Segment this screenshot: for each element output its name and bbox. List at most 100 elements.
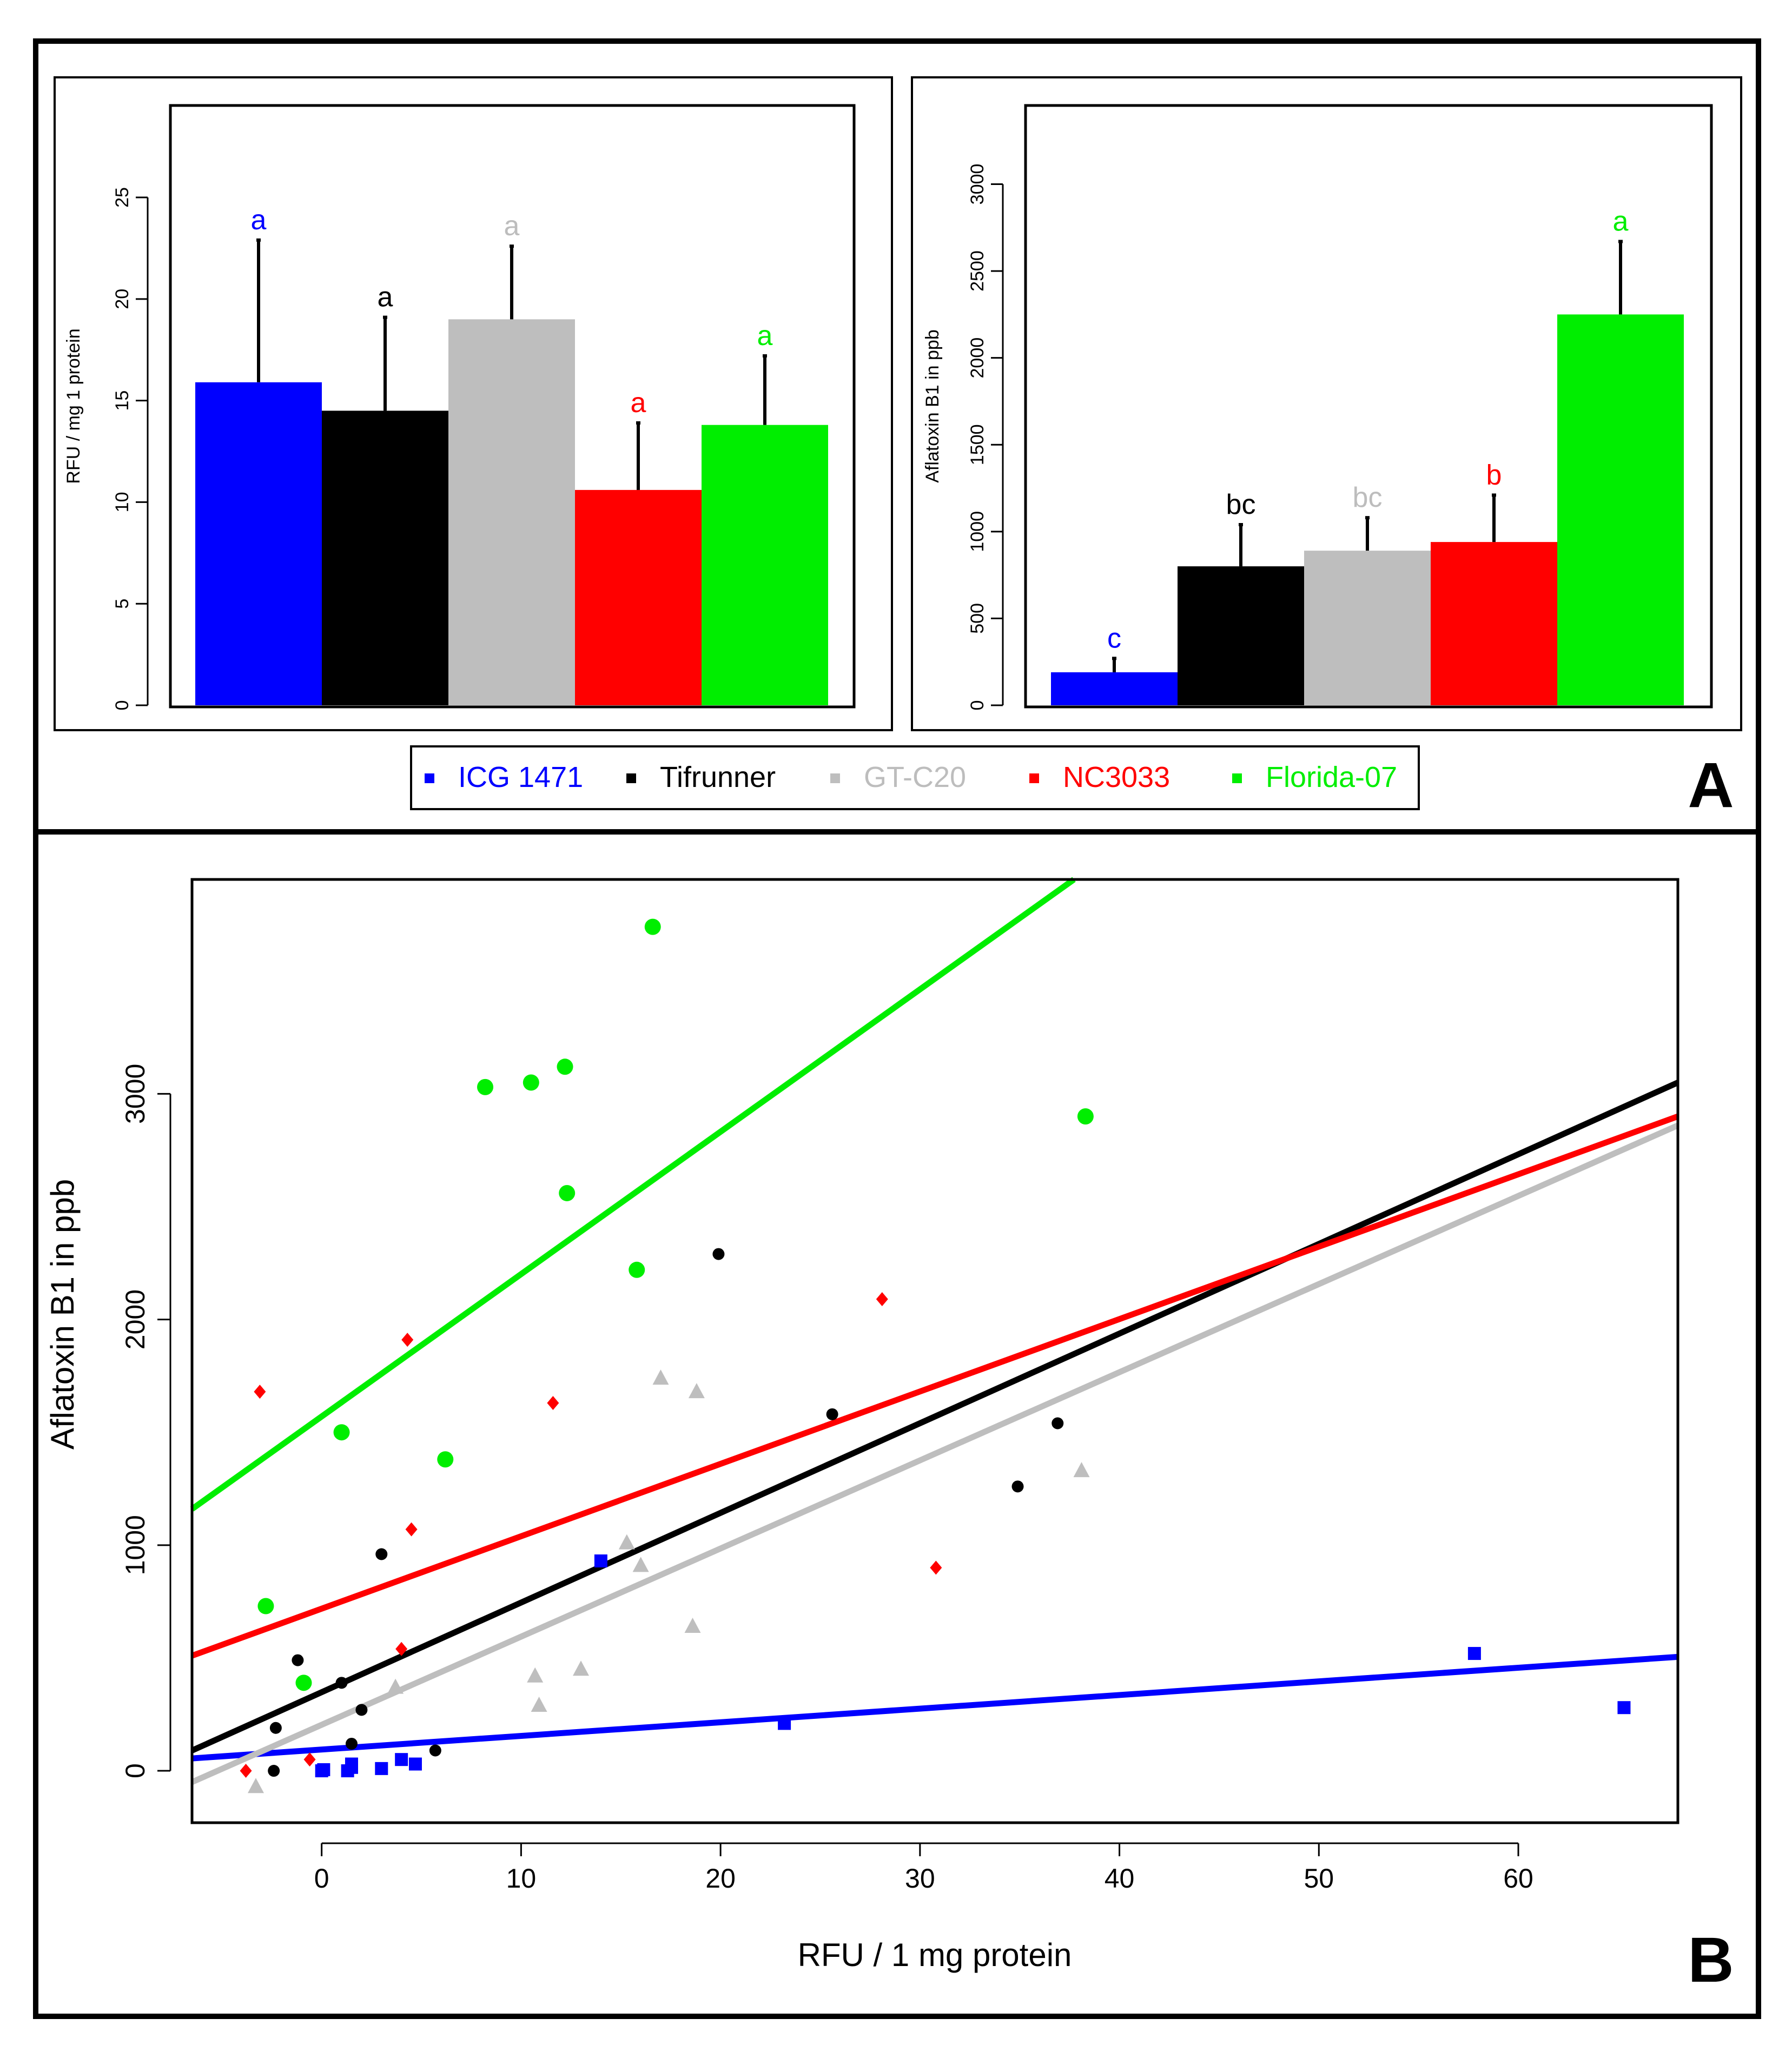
chart-b-point-0-10 xyxy=(1467,1647,1481,1660)
panel-label-b: B xyxy=(1688,1924,1734,1996)
legend-box xyxy=(410,745,1420,810)
chart-b-point-4-10 xyxy=(1077,1108,1094,1125)
chart-b-point-4-9 xyxy=(644,918,661,935)
chart-b-point-3-2 xyxy=(303,1752,316,1767)
chart-b-point-2-8 xyxy=(684,1618,701,1633)
chart-b-point-2-2 xyxy=(527,1667,544,1683)
a1-bar-1 xyxy=(322,411,448,705)
chart-b-point-0-6 xyxy=(395,1753,408,1766)
legend-label-4: Florida-07 xyxy=(1266,761,1397,793)
chart-b-fit-line-3 xyxy=(191,1113,1679,1659)
chart-a-left-plot-box xyxy=(169,104,856,709)
a2-letter-4: a xyxy=(1613,206,1629,237)
panel-a-right-frame xyxy=(911,76,1742,731)
legend-swatch-1 xyxy=(626,773,636,783)
chart-a-right-ylabel: Aflatoxin B1 in ppb xyxy=(922,329,943,483)
a2-ytick-label-5: 2500 xyxy=(967,250,988,292)
a2-letter-0: c xyxy=(1107,623,1121,654)
a2-letter-2: bc xyxy=(1353,482,1383,513)
chart-b-point-3-3 xyxy=(395,1642,408,1656)
a2-ytick-label-3: 1500 xyxy=(967,424,988,465)
legend-label-3: NC3033 xyxy=(1063,761,1170,793)
chart-b-point-0-9 xyxy=(778,1717,791,1730)
chart-b-point-4-3 xyxy=(437,1451,454,1468)
chart-b-point-2-6 xyxy=(632,1557,649,1572)
chart-b-point-4-7 xyxy=(559,1184,576,1201)
chart-b-point-1-8 xyxy=(712,1248,725,1260)
chart-b-point-3-5 xyxy=(405,1522,418,1537)
a2-ytick-label-0: 0 xyxy=(967,700,988,711)
chart-b-point-1-7 xyxy=(429,1744,441,1757)
chart-b-point-0-8 xyxy=(594,1554,607,1568)
chart-b-point-4-8 xyxy=(629,1261,645,1278)
a2-bar-4 xyxy=(1557,314,1684,705)
chart-b-point-2-9 xyxy=(688,1383,705,1399)
chart-a-left-ylabel: RFU / mg 1 protein xyxy=(63,328,84,484)
chart-b-xtick-label-4: 40 xyxy=(1105,1863,1135,1894)
chart-b-xtick-label-6: 60 xyxy=(1503,1863,1533,1894)
a1-ytick-label-2: 10 xyxy=(112,492,133,512)
chart-b-point-1-11 xyxy=(1052,1417,1064,1429)
chart-b-point-2-0 xyxy=(247,1778,264,1793)
chart-b-point-4-2 xyxy=(333,1424,350,1441)
chart-b-fit-line-4 xyxy=(190,877,1076,1512)
a2-ytick-label-1: 500 xyxy=(967,603,988,634)
chart-b-point-3-6 xyxy=(547,1395,559,1410)
legend-label-1: Tifrunner xyxy=(660,761,776,793)
chart-b-point-0-7 xyxy=(408,1757,422,1771)
chart-b-point-3-0 xyxy=(240,1764,252,1778)
chart-b-ylabel: Aflatoxin B1 in ppb xyxy=(44,1179,81,1450)
chart-b-point-1-5 xyxy=(355,1704,368,1716)
a1-bar-3 xyxy=(575,489,702,705)
chart-a-left: a a a a a 0 5 10 15 20 25 RFU / mg 1 protein xyxy=(63,104,856,710)
chart-b-point-2-4 xyxy=(573,1660,590,1676)
a1-letter-0: a xyxy=(251,204,267,236)
a1-ytick-label-3: 15 xyxy=(112,391,133,411)
chart-b-point-2-10 xyxy=(1073,1462,1090,1478)
chart-b-fit-line-1 xyxy=(190,1080,1679,1753)
chart-b-point-1-9 xyxy=(826,1408,838,1420)
chart-b-ytick-label-0: 0 xyxy=(120,1763,150,1778)
a2-letter-3: b xyxy=(1486,459,1502,491)
legend-swatch-3 xyxy=(1029,773,1039,783)
chart-b: 0 10 20 30 40 50 60 0 1000 2000 3000 RFU / 1 mg p… xyxy=(44,877,1679,1973)
chart-b-point-1-6 xyxy=(375,1548,388,1560)
chart-a-right: c bc bc b a 0 500 1000 1500 2000 2500 3000 Aflatox… xyxy=(922,104,1713,711)
chart-b-xtick-label-3: 30 xyxy=(905,1863,935,1894)
chart-b-xlabel: RFU / 1 mg protein xyxy=(798,1937,1072,1973)
legend: ICG 1471 Tifrunner GT-C20 NC3033 Florida-07 xyxy=(410,745,1420,810)
a2-bar-0 xyxy=(1051,672,1178,705)
panel-label-a: A xyxy=(1688,750,1734,821)
a1-bar-2 xyxy=(448,319,575,705)
chart-b-xtick-label-2: 20 xyxy=(705,1863,736,1894)
chart-b-ytick-label-1: 1000 xyxy=(120,1515,150,1575)
chart-b-point-0-4 xyxy=(345,1757,358,1771)
chart-b-point-0-1 xyxy=(317,1763,330,1776)
chart-b-ytick-label-3: 3000 xyxy=(120,1064,150,1124)
a2-ytick-label-2: 1000 xyxy=(967,511,988,552)
a1-bar-0 xyxy=(195,382,322,705)
chart-b-plot-box xyxy=(190,878,1679,1824)
chart-b-xtick-label-1: 10 xyxy=(506,1863,537,1894)
chart-b-point-4-6 xyxy=(557,1058,573,1075)
chart-b-point-2-7 xyxy=(652,1369,669,1385)
chart-b-point-4-1 xyxy=(295,1675,312,1691)
a2-bar-3 xyxy=(1431,542,1557,705)
chart-b-point-4-5 xyxy=(523,1074,539,1091)
chart-b-point-4-4 xyxy=(477,1078,494,1095)
chart-b-fit-line-0 xyxy=(191,1653,1678,1762)
a2-ytick-label-6: 3000 xyxy=(967,164,988,205)
a2-ytick-label-4: 2000 xyxy=(967,337,988,379)
chart-b-point-1-4 xyxy=(345,1737,358,1750)
chart-b-point-1-0 xyxy=(268,1765,280,1777)
a1-ytick-label-1: 5 xyxy=(112,599,133,609)
a1-ytick-label-4: 20 xyxy=(112,289,133,309)
a1-letter-1: a xyxy=(378,282,393,313)
chart-b-point-2-5 xyxy=(618,1534,635,1550)
a1-letter-4: a xyxy=(757,320,773,352)
chart-b-point-1-3 xyxy=(335,1677,348,1689)
chart-b-point-3-8 xyxy=(930,1560,942,1575)
legend-label-2: GT-C20 xyxy=(864,761,966,793)
chart-b-point-3-7 xyxy=(876,1292,888,1307)
